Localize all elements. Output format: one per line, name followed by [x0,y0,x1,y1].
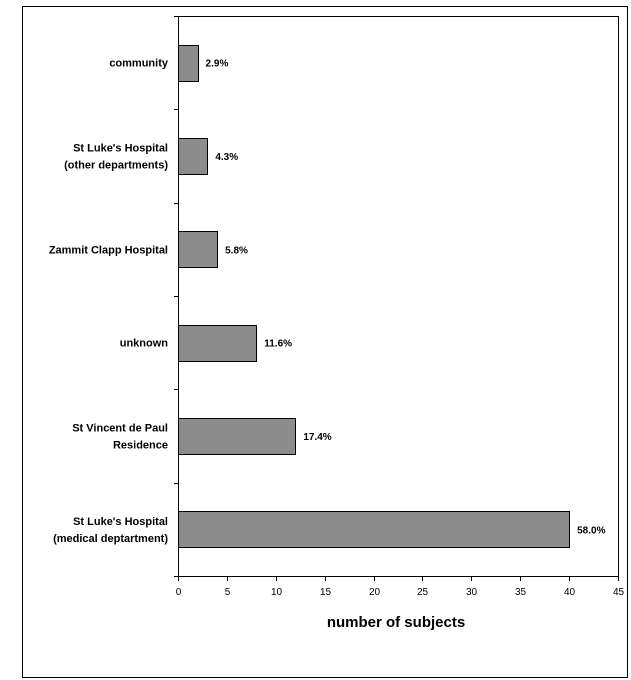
category-label: St Luke's Hospital [73,143,168,155]
category-label: (medical deptartment) [53,533,168,545]
plot-area [178,16,619,577]
data-label: 58.0% [577,525,605,536]
bar [178,325,257,362]
category-label: Residence [113,440,168,452]
category-label: Zammit Clapp Hospital [49,244,168,256]
bar [178,231,218,268]
category-label: unknown [120,338,169,350]
x-tick-label: 30 [466,587,478,598]
category-label: community [109,58,169,70]
category-label: St Vincent de Paul [72,423,168,435]
labels-layer: 2.9% community 4.3% St Luke's Hospital (othe… [49,58,606,545]
ticks-layer: 0 5 10 15 20 25 30 35 40 45 [174,16,625,598]
x-axis-title: number of subjects [327,614,465,631]
bar [178,138,208,175]
data-label: 2.9% [206,59,229,70]
bar [178,45,199,82]
data-label: 17.4% [303,432,331,443]
x-tick-label: 0 [176,587,182,598]
category-label: St Luke's Hospital [73,516,168,528]
x-tick-label: 35 [515,587,527,598]
bar [178,511,570,548]
x-tick-label: 15 [320,587,332,598]
data-label: 5.8% [225,245,248,256]
bar [178,418,296,455]
data-label: 11.6% [264,339,292,350]
x-tick-label: 5 [225,587,231,598]
category-label: (other departments) [64,160,168,172]
x-tick-label: 40 [564,587,576,598]
x-tick-label: 20 [369,587,381,598]
x-tick-label: 10 [271,587,283,598]
x-tick-label: 25 [417,587,429,598]
x-tick-label: 45 [613,587,625,598]
data-label: 4.3% [215,152,238,163]
bars-layer [178,45,570,548]
